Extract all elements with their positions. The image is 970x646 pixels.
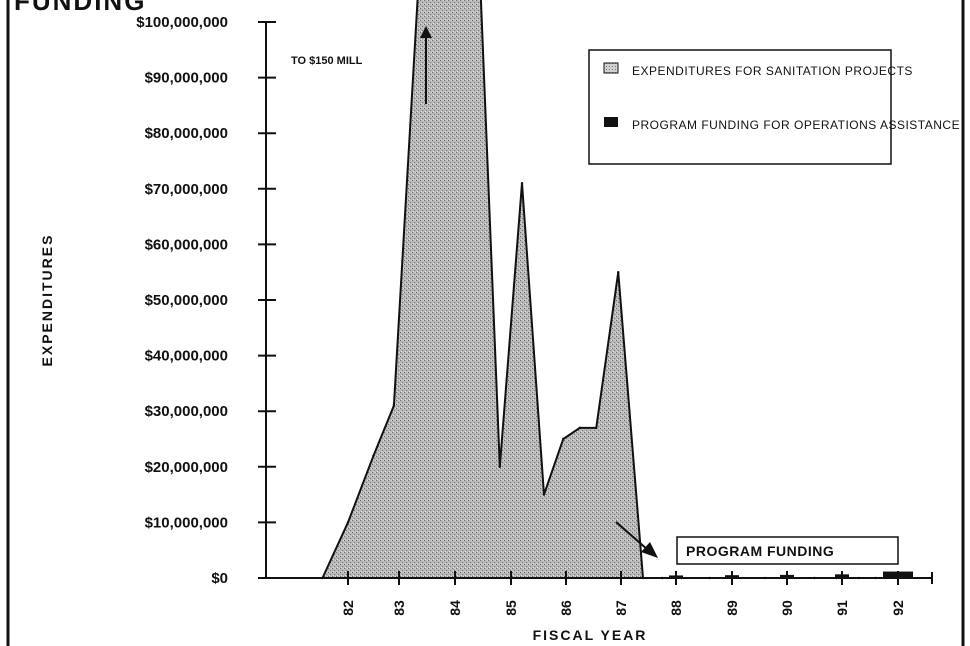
data-point-expenditures <box>578 426 581 430</box>
y-tick-label: $70,000,000 <box>145 181 228 198</box>
x-tick-label: 91 <box>834 600 850 616</box>
y-tick-label: $90,000,000 <box>145 70 228 87</box>
area-expenditures-fill <box>322 0 876 578</box>
x-tick-label: 86 <box>558 600 574 616</box>
legend-label-program-funding: PROGRAM FUNDING FOR OPERATIONS ASSISTANC… <box>632 118 960 132</box>
y-tick-label: $20,000,000 <box>145 459 228 476</box>
x-tick-label: 82 <box>340 600 356 616</box>
up-arrowhead-icon <box>420 26 432 38</box>
callout-program-funding: PROGRAM FUNDING <box>686 543 834 559</box>
legend-label-expenditures: EXPENDITURES FOR SANITATION PROJECTS <box>632 64 913 78</box>
x-tick-label: 85 <box>503 600 519 616</box>
x-ticks: 82 83 84 85 86 87 88 89 90 91 92 <box>340 571 906 616</box>
y-tick-label: $80,000,000 <box>145 125 228 142</box>
callout-arrow-icon <box>615 521 649 551</box>
data-point-expenditures <box>542 493 546 496</box>
legend-swatch-expenditures <box>603 62 619 74</box>
y-ticks: $0 $10,000,000 $20,000,000 $30,000,000 $40,0… <box>136 14 276 587</box>
chart-frame <box>6 0 965 646</box>
data-point-expenditures <box>520 182 524 185</box>
legend-swatch-program-funding <box>604 117 618 127</box>
callout-arrowhead-icon <box>641 542 658 558</box>
x-tick-label: 84 <box>447 600 463 616</box>
y-tick-label: $0 <box>211 570 228 587</box>
y-tick-label: $60,000,000 <box>145 236 228 253</box>
annotation-to-150-mill: TO $150 MILL <box>291 55 363 67</box>
chart-title: FUNDING <box>14 0 146 16</box>
data-point-expenditures <box>595 426 598 430</box>
x-tick-label: 89 <box>724 600 740 616</box>
x-tick-label: 88 <box>668 600 684 616</box>
x-tick-label: 87 <box>613 600 629 616</box>
data-point-expenditures <box>617 271 620 274</box>
x-axis-title: FISCAL YEAR <box>533 627 648 643</box>
y-tick-label: $40,000,000 <box>145 348 228 365</box>
y-tick-label: $10,000,000 <box>145 514 228 531</box>
legend-box <box>588 49 892 165</box>
y-tick-label: $50,000,000 <box>145 292 228 309</box>
x-tick-label: 83 <box>391 600 407 616</box>
data-point-expenditures <box>562 437 565 441</box>
x-tick-label: 92 <box>890 600 906 616</box>
data-point-expenditures <box>346 521 350 524</box>
callout-box <box>676 536 899 565</box>
data-point-expenditures <box>498 465 501 468</box>
y-tick-label: $30,000,000 <box>145 403 228 420</box>
legend: EXPENDITURES FOR SANITATION PROJECTS PRO… <box>588 49 960 165</box>
x-tick-label: 90 <box>779 600 795 616</box>
data-point-expenditures <box>392 404 396 407</box>
data-point-expenditures <box>372 454 375 457</box>
y-axis-title: EXPENDITURES <box>39 234 55 367</box>
y-tick-label: $100,000,000 <box>136 14 228 31</box>
